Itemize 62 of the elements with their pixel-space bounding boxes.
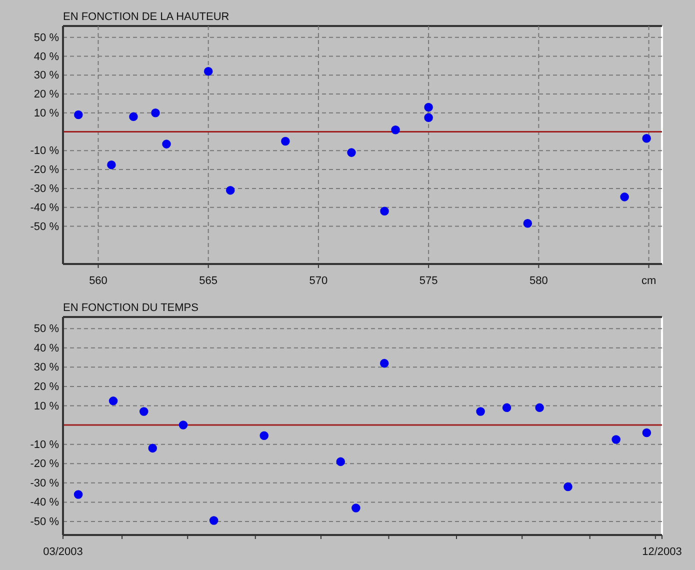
y-tick-label: -30 % (30, 182, 60, 195)
point (380, 206, 389, 216)
x-tick-label: 560 (89, 274, 108, 287)
point (178, 420, 188, 430)
point (352, 504, 360, 512)
point (502, 403, 512, 412)
y-tick-label: 30 % (34, 70, 60, 82)
x-tick-label: 565 (199, 274, 218, 287)
y-tick-label: -50 % (30, 516, 60, 528)
x-tick-label: 12/2003 (642, 546, 682, 558)
point (564, 482, 572, 492)
point (336, 457, 346, 466)
y-tick-label: -40 % (30, 202, 60, 214)
point (281, 136, 290, 146)
point (74, 110, 83, 120)
point (108, 396, 118, 406)
chart-title: EN FONCTION DE LA HAUTEUR (63, 11, 230, 23)
y-tick-label: 40 % (34, 50, 60, 63)
y-tick-label: 30 % (34, 362, 60, 374)
point (140, 407, 148, 416)
point (620, 192, 629, 202)
y-tick-label: 20 % (34, 88, 60, 101)
point (391, 126, 400, 134)
point (380, 358, 389, 368)
x-tick-label: cm (641, 274, 656, 287)
y-tick-label: -50 % (30, 220, 60, 233)
point (260, 431, 269, 440)
point (535, 403, 544, 412)
y-tick-label: 50 % (34, 323, 60, 336)
y-tick-label: 40 % (34, 342, 60, 354)
x-tick-label: 570 (309, 274, 328, 287)
point (642, 428, 652, 438)
point (151, 108, 160, 118)
x-tick-label: 575 (419, 274, 438, 287)
point (424, 113, 433, 122)
point (162, 140, 171, 148)
y-tick-label: -40 % (30, 496, 60, 509)
y-tick-label: -20 % (30, 164, 60, 176)
x-tick-label: 03/2003 (43, 546, 83, 558)
point (129, 112, 138, 122)
y-tick-label: -10 % (30, 145, 60, 158)
point (612, 435, 620, 444)
point (74, 490, 83, 499)
point (347, 148, 356, 157)
y-tick-label: -20 % (30, 458, 60, 470)
y-tick-label: 10 % (34, 107, 60, 120)
point (209, 516, 218, 525)
point (424, 102, 433, 112)
point (148, 444, 158, 453)
y-tick-label: 20 % (34, 380, 60, 393)
y-tick-label: -30 % (30, 477, 60, 490)
y-tick-label: -10 % (30, 438, 60, 451)
point (523, 219, 532, 228)
point (107, 160, 116, 170)
y-tick-label: 10 % (34, 400, 60, 412)
point (476, 407, 485, 416)
point (226, 186, 235, 195)
point (642, 134, 651, 143)
x-tick-label: 580 (529, 274, 548, 287)
chart-title: EN FONCTION DU TEMPS (63, 302, 198, 314)
point (204, 66, 213, 76)
y-tick-label: 50 % (34, 32, 60, 44)
